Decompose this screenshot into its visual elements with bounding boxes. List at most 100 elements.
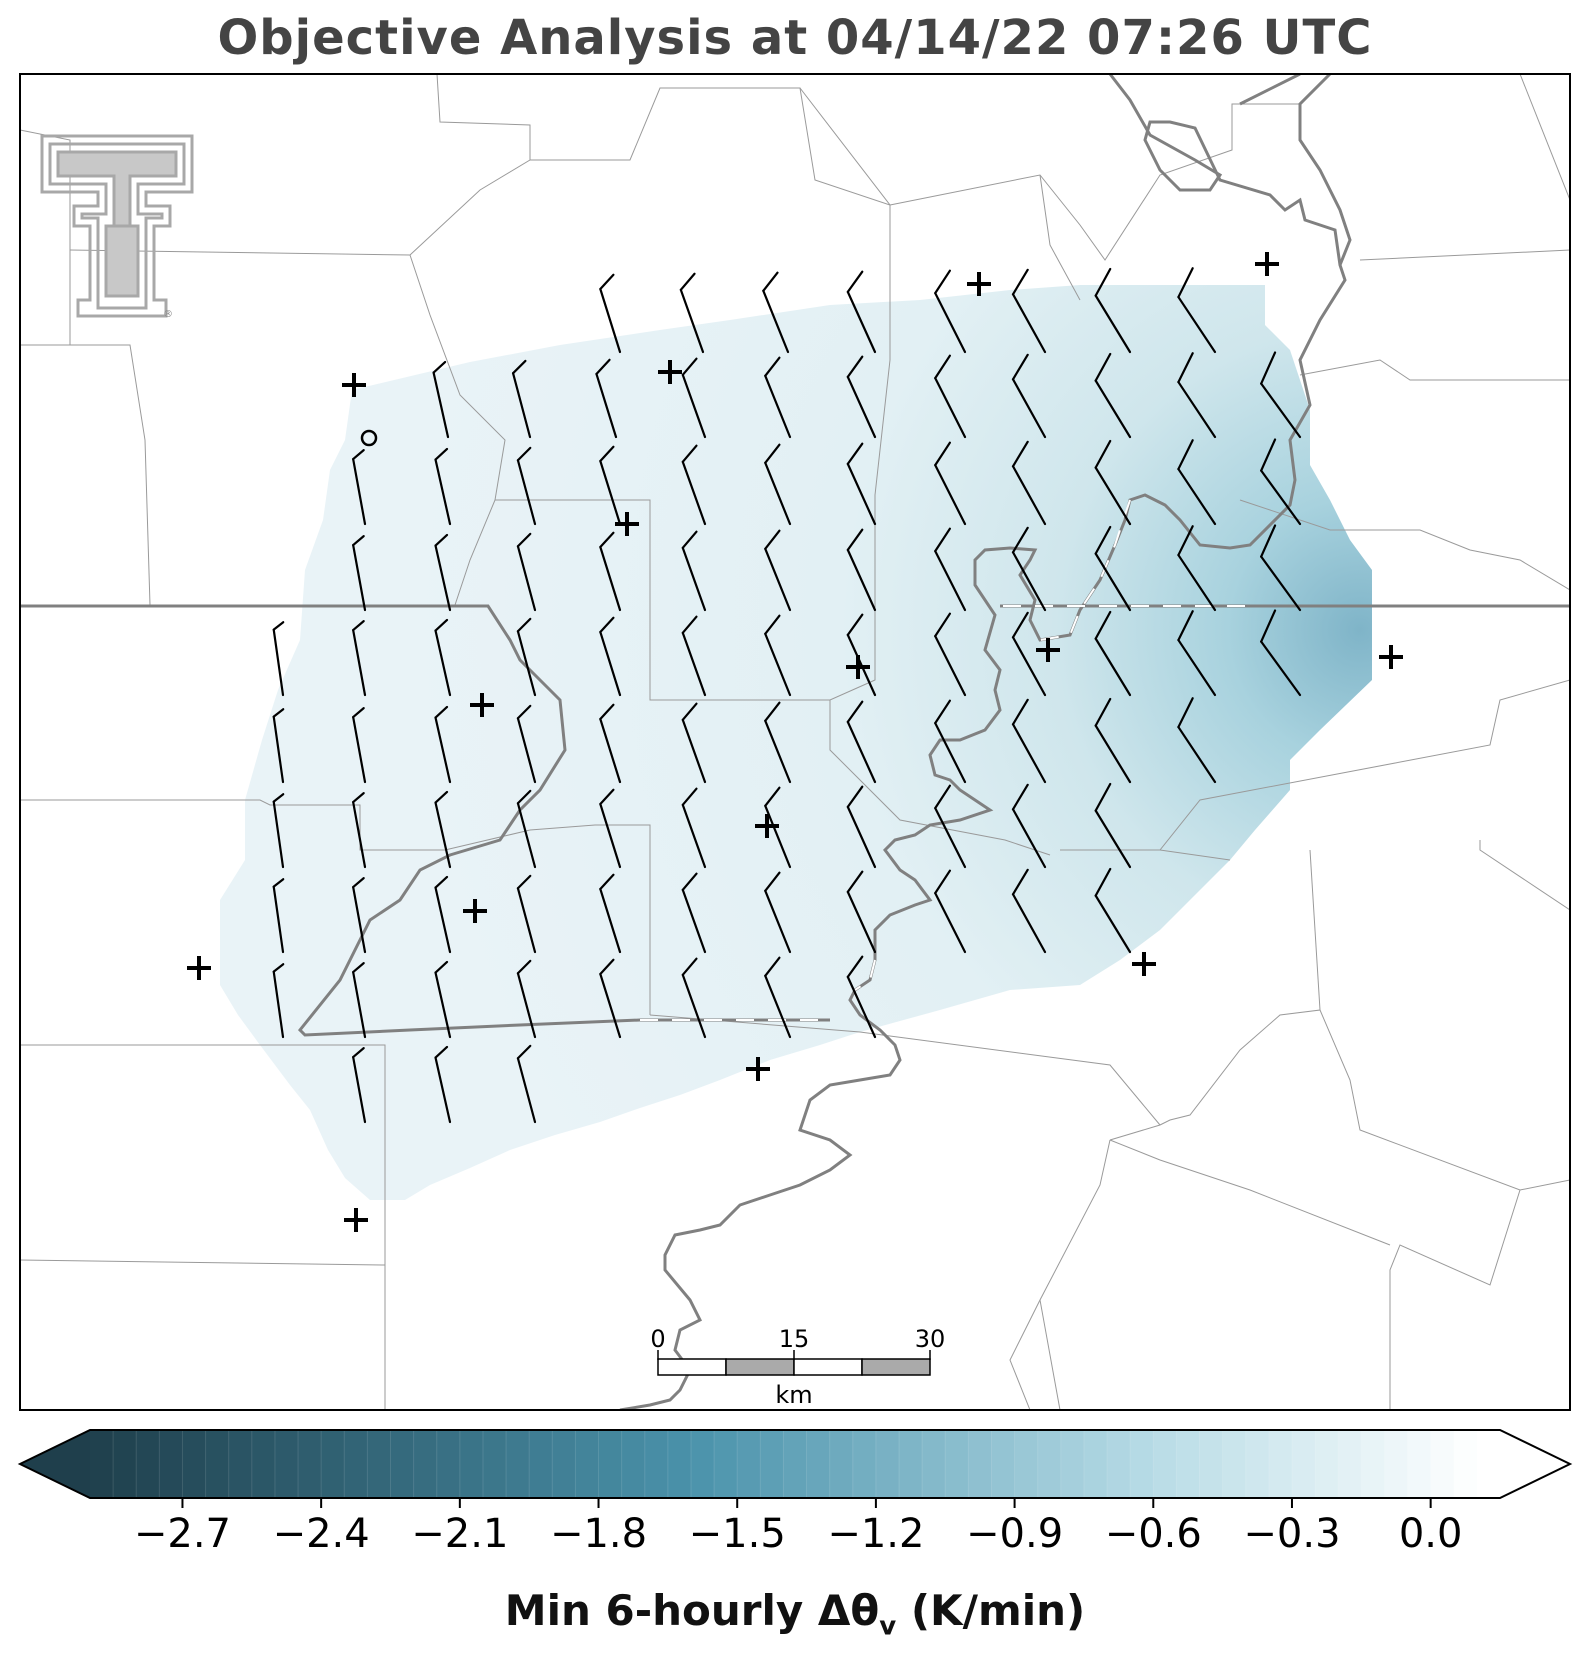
colorbar-label-main: Min 6-hourly Δθ — [504, 1586, 880, 1635]
station-plus-marker — [658, 360, 682, 384]
wind-barb — [434, 618, 452, 697]
wind-barb — [934, 869, 967, 954]
colorbar-segment — [459, 1430, 484, 1498]
wind-barb — [599, 958, 622, 1039]
wind-barb — [762, 271, 790, 354]
station-circle-marker — [360, 429, 378, 447]
colorbar-segment — [598, 1430, 623, 1498]
wind-barb — [1094, 697, 1132, 784]
wind-barb — [272, 963, 285, 1039]
colorbar-segment — [436, 1430, 461, 1498]
analysis-field — [220, 285, 1372, 1200]
wind-barb — [1011, 611, 1047, 697]
station-plus-marker — [746, 1057, 770, 1081]
wind-barb — [1011, 526, 1047, 612]
scale-segment — [861, 1358, 931, 1376]
colorbar-segment — [390, 1430, 415, 1498]
colorbar-segment — [737, 1430, 761, 1498]
wind-barb — [352, 449, 367, 526]
colorbar-segment — [274, 1430, 299, 1498]
colorbar-segment — [1315, 1430, 1339, 1498]
scale-bar: 0 15 30 km — [650, 1325, 945, 1409]
colorbar-segment — [690, 1430, 715, 1498]
wind-barb — [1260, 438, 1302, 526]
colorbar-segment — [806, 1430, 831, 1498]
wind-barb — [764, 871, 792, 954]
colorbar-segment — [367, 1430, 392, 1498]
colorbar-segment — [1107, 1430, 1131, 1498]
wind-barb — [846, 528, 877, 612]
colorbar-tick-label: −0.6 — [1105, 1511, 1202, 1557]
wind-barb — [934, 699, 967, 784]
colorbar-tick-label: −0.9 — [966, 1511, 1063, 1557]
wind-barb — [681, 444, 707, 526]
scale-label-30: 30 — [915, 1325, 946, 1353]
colorbar-segment — [875, 1430, 900, 1498]
colorbar-segment — [1199, 1430, 1224, 1498]
wind-barb — [1011, 868, 1047, 954]
wind-barb — [511, 359, 532, 439]
texas-tech-double-t-logo: ® — [40, 134, 194, 320]
wind-barb — [434, 1045, 452, 1124]
colorbar-segment — [90, 1430, 114, 1498]
wind-barb — [846, 355, 877, 439]
wind-barb — [1094, 610, 1132, 697]
wind-barb — [681, 530, 707, 612]
colorbar-segment — [1268, 1430, 1293, 1498]
colorbar-segment — [1338, 1430, 1362, 1498]
wind-barb — [1177, 439, 1217, 526]
wind-barb — [434, 705, 452, 784]
wind-barb — [1177, 610, 1217, 697]
colorbar-segment — [667, 1430, 692, 1498]
wind-barb — [272, 621, 285, 697]
wind-barb — [434, 960, 452, 1039]
colorbar-segment — [136, 1430, 160, 1498]
wind-barb — [1011, 268, 1047, 354]
colorbar-segment — [1476, 1430, 1501, 1498]
wind-barb — [1177, 525, 1217, 612]
colorbar-tick-label: −1.2 — [827, 1511, 924, 1557]
colorbar-segment — [298, 1430, 322, 1498]
colorbar-segment — [829, 1430, 854, 1498]
wind-barb — [764, 529, 792, 612]
wind-barb — [272, 878, 285, 954]
colorbar-tick-label: −1.5 — [689, 1511, 786, 1557]
colorbar-segment — [991, 1430, 1016, 1498]
wind-barb — [846, 955, 877, 1039]
wind-barb — [1094, 782, 1132, 869]
wind-barb — [1177, 697, 1217, 784]
colorbar-segment — [506, 1430, 530, 1498]
wind-barb — [1094, 267, 1132, 354]
station-plus-marker — [1132, 952, 1156, 976]
wind-barb — [1260, 351, 1302, 439]
colorbar-segment — [251, 1430, 276, 1498]
colorbar-segment — [783, 1430, 808, 1498]
wind-barb — [352, 1047, 367, 1124]
wind-barb — [1177, 267, 1217, 354]
wind-barb — [681, 872, 707, 954]
colorbar-label-sub: v — [879, 1611, 897, 1642]
wind-barb — [272, 708, 285, 784]
colorbar-segment — [575, 1430, 600, 1498]
wind-barb — [764, 443, 792, 526]
wind-barb — [1011, 698, 1047, 784]
county-boundaries — [20, 74, 1570, 1410]
wind-barb — [764, 614, 792, 697]
colorbar-tick-label: −2.1 — [411, 1511, 508, 1557]
wind-barb — [1094, 439, 1132, 526]
wind-barb — [434, 447, 452, 526]
wind-barb — [599, 703, 622, 784]
wind-barb — [599, 445, 622, 526]
colorbar-segment — [1291, 1430, 1316, 1498]
wind-barb — [934, 784, 967, 869]
wind-barb — [934, 354, 967, 439]
colorbar-label: Min 6-hourly Δθv (K/min) — [0, 1586, 1590, 1641]
colorbar-segment — [1407, 1430, 1432, 1498]
wind-barb — [681, 702, 707, 784]
wind-barb — [434, 790, 452, 869]
wind-barb — [679, 272, 705, 354]
wind-barb — [1094, 352, 1132, 439]
wind-barb — [764, 356, 792, 439]
